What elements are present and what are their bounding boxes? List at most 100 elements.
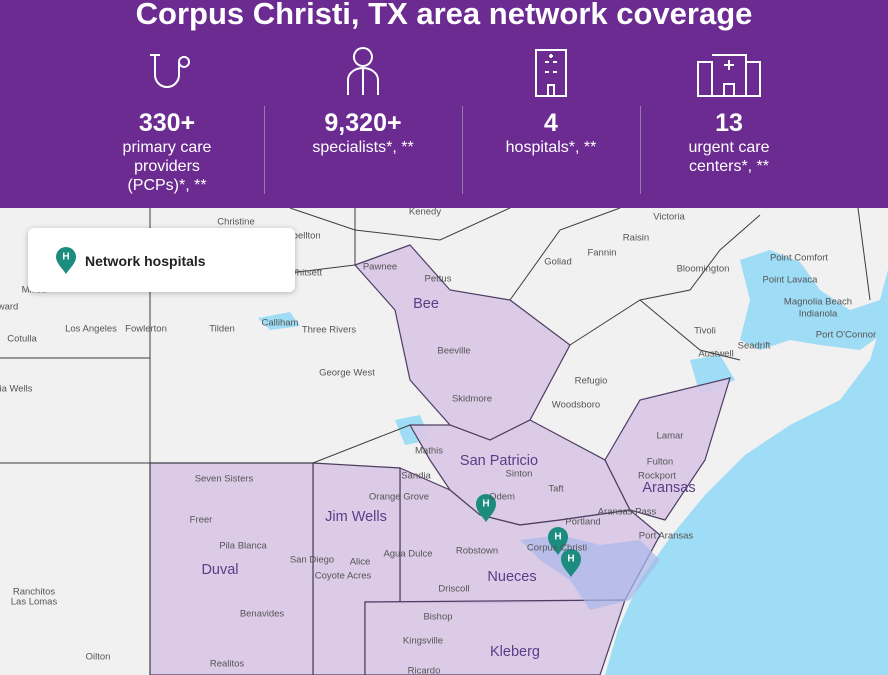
stat-label: specialists*, ** xyxy=(312,139,414,156)
legend-label: Network hospitals xyxy=(85,253,206,269)
stat-label: primary care providers (PCPs)*, ** xyxy=(122,139,212,194)
place-label: Ricardo xyxy=(408,666,441,675)
place-label: Lamar xyxy=(657,431,684,442)
hospital-icon xyxy=(535,49,567,97)
stat-value: 4 xyxy=(544,109,558,137)
pin-shape xyxy=(56,247,76,274)
bay xyxy=(740,250,888,350)
place-label: Sinton xyxy=(506,469,533,480)
border xyxy=(150,424,411,464)
stat-value: 9,320+ xyxy=(324,109,402,137)
place-label: Robstown xyxy=(456,546,498,557)
place-label: Orange Grove xyxy=(369,492,429,503)
place-label: Refugio xyxy=(575,376,608,387)
county-label: Jim Wells xyxy=(325,509,387,525)
county-label: Bee xyxy=(413,296,439,312)
stethoscope-icon xyxy=(150,54,190,88)
place-label: Magnolia Beach xyxy=(784,297,852,308)
place-label: Sandia xyxy=(401,471,431,482)
legend: H Network hospitals xyxy=(28,228,295,292)
place-label: Point Lavaca xyxy=(763,275,819,286)
place-label: Pettus xyxy=(425,274,452,285)
place-label: Point Comfort xyxy=(770,253,828,264)
stat-value: 13 xyxy=(715,109,743,137)
place-label: Fowlerton xyxy=(125,324,167,335)
place-label: Kenedy xyxy=(409,207,441,218)
border xyxy=(857,207,871,301)
place-label: ia Wells xyxy=(0,384,33,395)
border xyxy=(569,214,761,346)
hospital-pin: H xyxy=(476,494,496,522)
place-label: Tivoli xyxy=(694,326,716,337)
lake xyxy=(258,312,300,330)
place-label: Victoria xyxy=(653,212,685,223)
place-label: Calliham xyxy=(262,318,299,329)
place-label: Agua Dulce xyxy=(383,549,432,560)
place-label: Benavides xyxy=(240,609,285,620)
ocean xyxy=(605,300,888,675)
place-label: Portland xyxy=(565,517,600,528)
place-label: Los Angeles xyxy=(65,324,117,335)
place-label: Driscoll xyxy=(438,584,469,595)
place-label: Seven Sisters xyxy=(195,474,254,485)
divider xyxy=(264,106,265,194)
place-label: Whitsett xyxy=(288,268,323,279)
place-label: Freer xyxy=(190,515,213,526)
place-label: Las Lomas xyxy=(11,597,58,608)
county-area xyxy=(364,599,626,675)
stat: 330+ primary care providers (PCPs)*, ** xyxy=(82,108,252,195)
place-label: Odem xyxy=(489,492,515,503)
place-label: Bloomington xyxy=(677,264,730,275)
county-label: Kleberg xyxy=(490,644,540,660)
place-label: Corpus Christi xyxy=(527,543,587,554)
legend-pin: H xyxy=(56,247,76,274)
urgent-care-icon xyxy=(697,54,761,97)
stat-value: 330+ xyxy=(138,109,196,137)
place-label: Oilton xyxy=(86,652,111,663)
place-label: Mathis xyxy=(415,446,443,457)
place-label: Seadrift xyxy=(738,341,771,352)
stat-label: urgent care centers*, ** xyxy=(688,139,770,175)
divider xyxy=(462,106,463,194)
border xyxy=(509,207,621,301)
place-label: Coyote Acres xyxy=(315,571,372,582)
place-label: Pawnee xyxy=(363,262,397,273)
stat-label: hospitals*, ** xyxy=(505,139,597,156)
pin-icon: H xyxy=(554,532,561,543)
place-label: Goliad xyxy=(544,257,571,268)
place-label: Fulton xyxy=(647,457,673,468)
place-label: Beeville xyxy=(437,346,470,357)
place-label: George West xyxy=(319,368,375,379)
stat: 9,320+ specialists*, ** xyxy=(278,108,448,157)
place-label: Raisin xyxy=(623,233,649,244)
place-label: Port Aransas xyxy=(639,531,694,542)
title: Corpus Christi, TX area network coverage xyxy=(135,0,753,31)
place-label: Alice xyxy=(350,557,371,568)
header: Corpus Christi, TX area network coverage… xyxy=(0,0,888,208)
bay xyxy=(520,535,660,610)
place-label: Indianola xyxy=(799,309,838,320)
place-label: Tilden xyxy=(209,324,235,335)
place-label: Pila Blanca xyxy=(219,541,267,552)
place-label: Three Rivers xyxy=(302,325,357,336)
county-label: San Patricio xyxy=(460,453,538,469)
hospital-pin: H xyxy=(548,527,568,555)
place-label: ward xyxy=(0,302,18,313)
border xyxy=(289,207,511,241)
place-label: Kingsville xyxy=(403,636,443,647)
county-label: Nueces xyxy=(487,569,536,585)
map-labels: Bee San Patricio Aransas Jim Wells Duval Nuec… xyxy=(0,207,876,675)
pin-icon: H xyxy=(567,554,574,565)
place-label: San Diego xyxy=(290,555,334,566)
place-label: Bishop xyxy=(423,612,452,623)
hospital-pins: H H H xyxy=(476,494,581,577)
pin-icon: H xyxy=(482,499,489,510)
place-label: Austwell xyxy=(698,349,733,360)
place-label: Port O'Connor xyxy=(816,330,876,341)
county-label: Aransas xyxy=(642,480,695,496)
border xyxy=(639,299,741,361)
place-label: Cotulla xyxy=(7,334,37,345)
hospital-pin: H xyxy=(561,549,581,577)
